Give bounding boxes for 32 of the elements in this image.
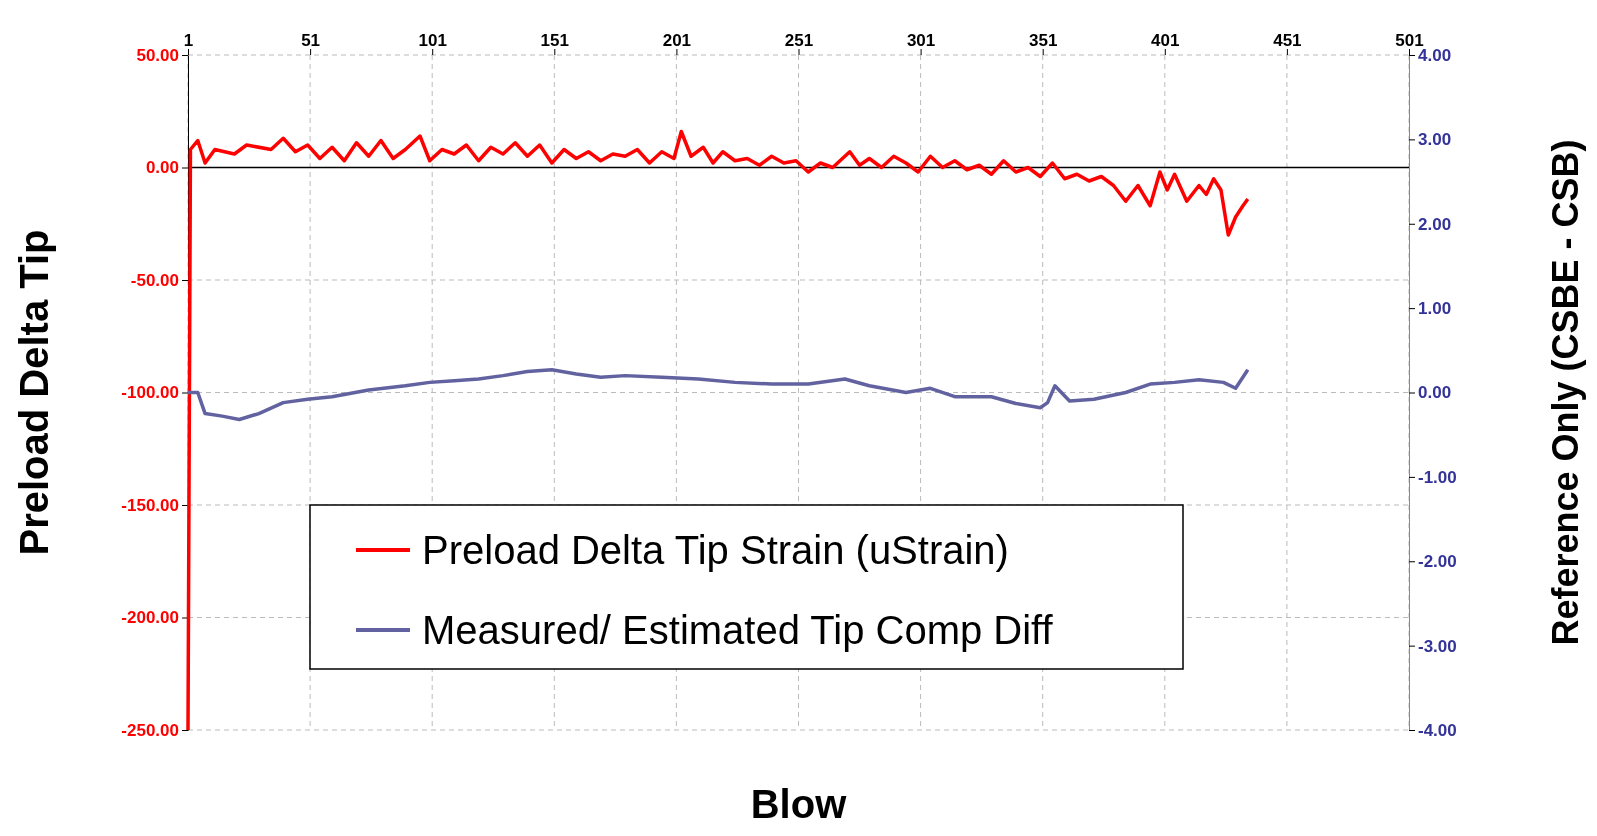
y-tick-label: 0.00 <box>145 158 179 178</box>
y2-tick-label: -4.00 <box>1418 720 1457 740</box>
legend-label: Preload Delta Tip Strain (uStrain) <box>422 528 1009 572</box>
x-tick-label: 1 <box>183 31 194 50</box>
x-axis-title: Blow <box>750 782 848 826</box>
y-tick-label: 50.00 <box>136 45 179 65</box>
x-tick-label: 351 <box>1029 31 1058 50</box>
y-tick-label: -150.00 <box>121 495 179 515</box>
y-tick-label: -100.00 <box>121 383 179 403</box>
x-tick-label: 451 <box>1273 31 1302 50</box>
x-tick-label: 151 <box>540 31 569 50</box>
y2-tick-label: 2.00 <box>1418 214 1452 234</box>
y2-tick-label: -1.00 <box>1418 467 1457 487</box>
legend-label: Measured/ Estimated Tip Comp Diff <box>422 608 1054 652</box>
x-tick-label: 301 <box>906 31 936 50</box>
x-tick-label: 251 <box>784 31 814 50</box>
line-series <box>186 367 1250 422</box>
line-series <box>186 129 1250 732</box>
y-tick-label: -50.00 <box>130 270 179 290</box>
y2-tick-label: -2.00 <box>1418 552 1457 572</box>
y2-tick-label: 0.00 <box>1418 383 1452 403</box>
y2-tick-label: 3.00 <box>1418 130 1452 150</box>
y-axis-title: Preload Delta Tip <box>12 229 56 556</box>
x-tick-label: 201 <box>662 31 692 50</box>
y2-axis-title: Reference Only (CSBE - CSB) <box>1545 139 1586 646</box>
y2-tick-label: -3.00 <box>1418 636 1457 656</box>
x-tick-label: 101 <box>418 31 447 50</box>
y-tick-label: -200.00 <box>121 608 179 628</box>
x-tick-label: 51 <box>301 31 321 50</box>
y-tick-label: -250.00 <box>121 720 179 740</box>
x-tick-label: 401 <box>1151 31 1180 50</box>
y2-tick-label: 1.00 <box>1418 299 1452 319</box>
